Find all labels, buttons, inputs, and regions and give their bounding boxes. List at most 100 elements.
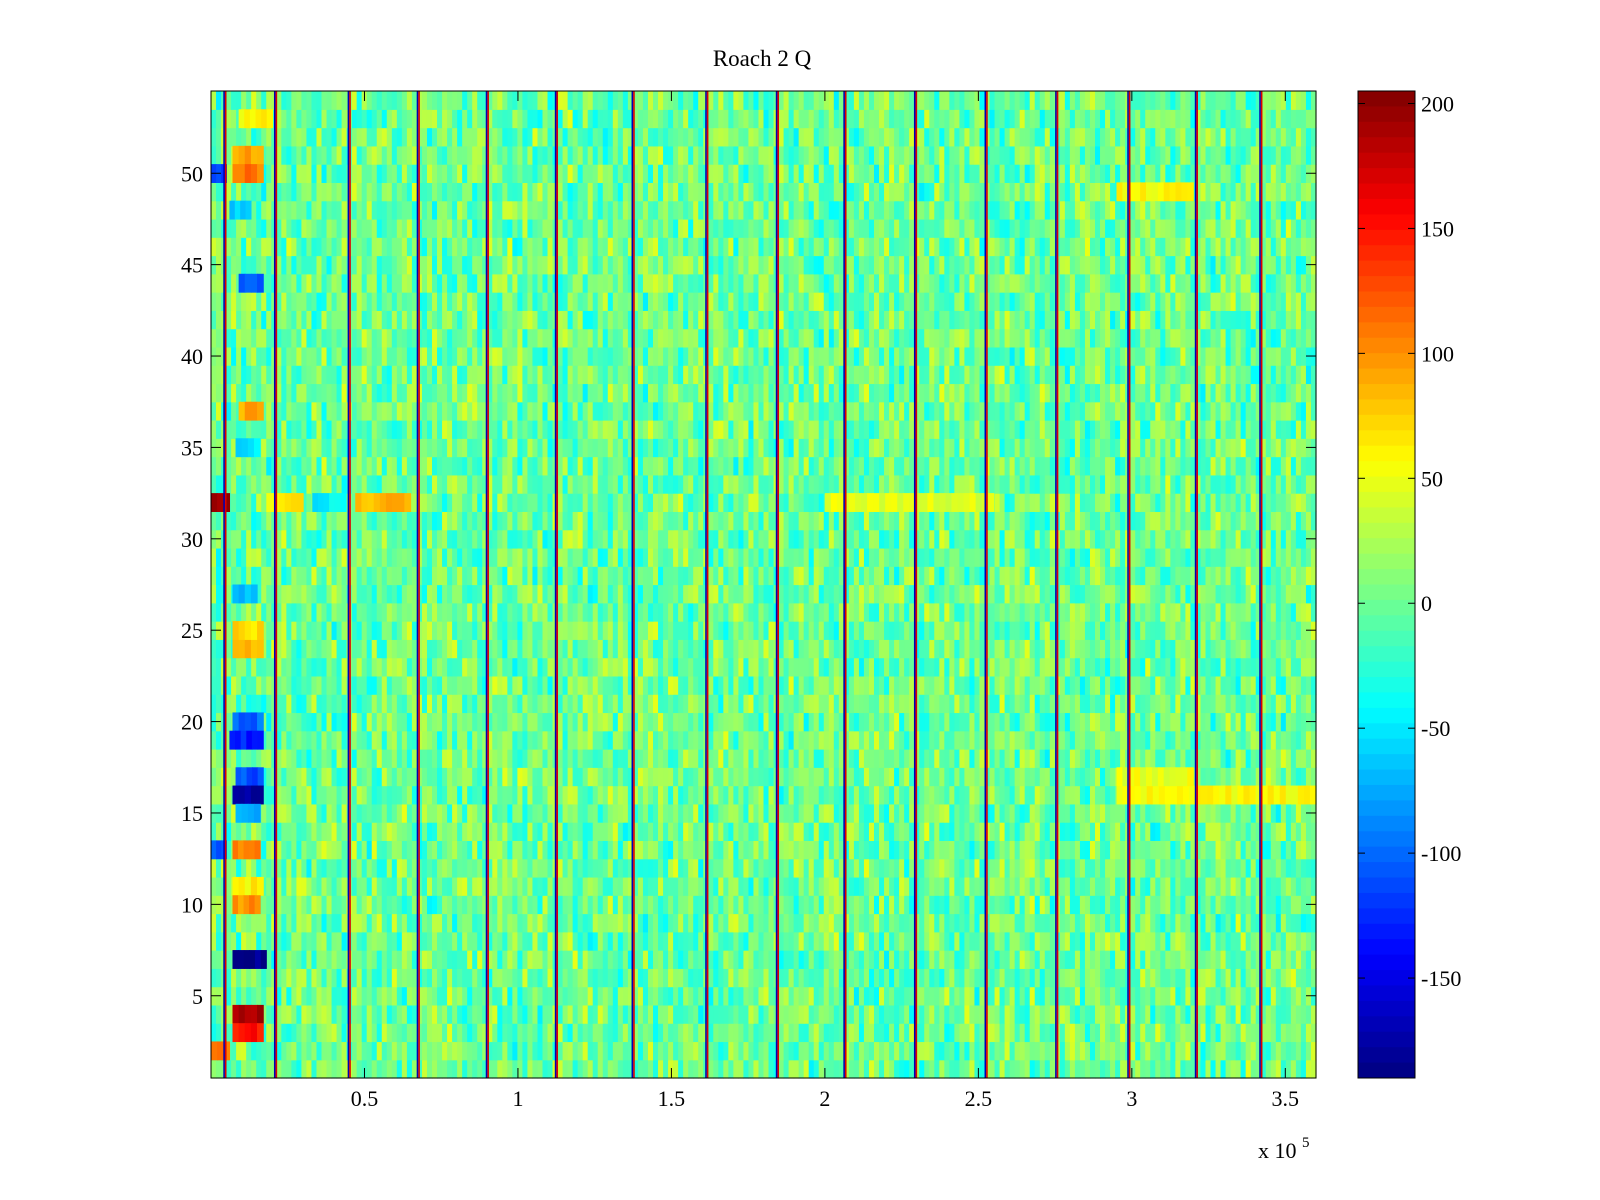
heat-cell <box>482 858 488 878</box>
heat-cell <box>763 675 770 695</box>
heat-cell <box>1074 749 1081 768</box>
heat-cell <box>858 950 865 969</box>
heat-cell <box>838 895 845 915</box>
heat-cell <box>411 968 418 988</box>
heat-cell <box>236 657 242 677</box>
heat-cell <box>768 1041 775 1061</box>
heat-cell <box>1034 1041 1041 1061</box>
heat-cell <box>487 968 493 988</box>
heat-cell <box>848 1023 855 1043</box>
heat-cell <box>482 822 488 841</box>
heat-cell <box>1270 931 1277 951</box>
heat-cell <box>748 1041 755 1061</box>
heat-cell <box>1009 840 1016 860</box>
heat-cell <box>1245 876 1252 896</box>
heat-cell <box>562 822 569 841</box>
heat-cell <box>848 858 855 878</box>
heat-cell <box>627 913 634 933</box>
heat-cell <box>964 950 971 969</box>
heat-cell <box>934 895 940 915</box>
heat-cell <box>1265 1059 1272 1079</box>
heat-cell <box>884 858 890 878</box>
heat-cell <box>899 657 905 677</box>
heat-cell <box>833 803 840 823</box>
heat-cell <box>301 876 308 896</box>
heat-cell <box>1210 840 1217 860</box>
heat-cell <box>1110 1059 1116 1079</box>
heat-cell <box>1240 749 1247 768</box>
heat-cell <box>778 858 785 878</box>
heat-cell <box>1270 913 1277 933</box>
heat-cell <box>1029 712 1036 732</box>
heat-cell <box>974 950 981 969</box>
heat-cell <box>929 675 935 695</box>
heat-cell <box>663 803 669 823</box>
heat-cell <box>934 1004 940 1024</box>
heat-cell <box>843 785 850 805</box>
heat-cell <box>482 730 488 750</box>
heat-cell <box>321 749 328 768</box>
heat-cell <box>366 822 373 841</box>
heat-cell <box>1079 712 1086 732</box>
heat-cell <box>592 858 599 878</box>
heat-cell <box>999 785 1006 805</box>
heat-cell <box>366 931 373 951</box>
heat-cell <box>437 803 443 823</box>
heat-cell <box>316 876 323 896</box>
heat-cell <box>432 657 438 677</box>
heat-cell <box>542 950 549 969</box>
heat-cell <box>391 876 398 896</box>
heat-cell <box>502 1023 508 1043</box>
heat-cell <box>1240 822 1247 841</box>
heat-cell <box>793 803 800 823</box>
heat-cell <box>989 895 996 915</box>
heat-cell <box>994 1023 1001 1043</box>
heat-cell <box>1175 876 1181 896</box>
heat-cell <box>366 1023 373 1043</box>
heat-cell <box>502 986 508 1006</box>
heat-cell <box>818 1023 825 1043</box>
heat-cell <box>226 712 232 732</box>
heat-cell <box>969 694 976 714</box>
heat-cell <box>411 730 418 750</box>
heat-cell <box>1155 1041 1161 1061</box>
heat-cell <box>1089 785 1096 805</box>
heat-cell <box>879 986 885 1006</box>
heat-cell <box>396 913 403 933</box>
heat-cell <box>823 840 830 860</box>
heat-cell <box>637 785 644 805</box>
heat-cell <box>1009 694 1016 714</box>
heat-cell <box>512 968 518 988</box>
heat-cell <box>437 931 443 951</box>
heat-cell <box>567 950 574 969</box>
heat-cell <box>899 1023 905 1043</box>
heat-cell <box>1064 950 1071 969</box>
heat-cell <box>492 1041 498 1061</box>
heat-cell <box>753 950 760 969</box>
heat-cell <box>1120 749 1126 768</box>
heat-cell <box>818 675 825 695</box>
heat-cell <box>296 986 303 1006</box>
heat-cell <box>1089 931 1096 951</box>
heat-cell <box>753 968 760 988</box>
heat-cell <box>1240 712 1247 732</box>
heat-cell <box>391 931 398 951</box>
heat-cell <box>607 803 614 823</box>
heat-cell <box>1004 730 1011 750</box>
heat-cell <box>693 730 699 750</box>
heat-cell <box>647 858 654 878</box>
heat-cell <box>743 968 750 988</box>
heat-cell <box>1245 931 1252 951</box>
heat-cell <box>989 730 996 750</box>
heat-cell <box>1014 876 1021 896</box>
heat-cell <box>1079 876 1086 896</box>
heat-cell <box>813 749 820 768</box>
heat-cell <box>1185 1059 1192 1079</box>
heat-cell <box>587 1023 594 1043</box>
heat-cell <box>557 931 564 951</box>
heat-cell <box>1180 986 1187 1006</box>
heat-cell <box>527 767 534 787</box>
heat-cell <box>1295 931 1302 951</box>
heat-cell <box>547 950 554 969</box>
heat-cell <box>1100 986 1106 1006</box>
